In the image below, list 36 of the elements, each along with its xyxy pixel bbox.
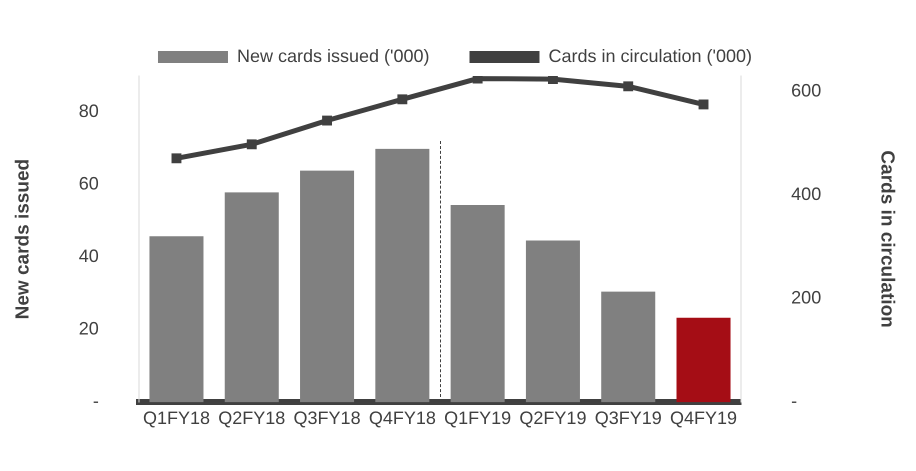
x-tick-label: Q1FY19 [444,408,512,428]
y-tick-label: 60 [78,174,99,194]
bar [526,240,580,402]
y-axis-title: New cards issued [12,158,34,320]
point [246,139,257,150]
point [698,100,708,110]
bar [149,236,204,402]
y2-axis-title: Cards in circulation [876,150,898,328]
x-tick-label: Q2FY19 [519,408,586,428]
bar [224,192,279,402]
point [322,116,332,126]
point [172,153,182,164]
x-tick-label: Q4FY19 [670,408,738,428]
bar [300,170,354,402]
bar [601,292,656,402]
point [548,76,558,84]
bar [676,318,731,402]
point [623,81,634,92]
x-tick-label: Q3FY18 [294,408,361,428]
x-tick-label: Q2FY18 [218,408,286,428]
y-tick-label: 80 [78,101,99,122]
legend-label: Cards in circulation ('000) [548,46,752,66]
bar [450,205,505,402]
y2-tick-label: 400 [791,184,822,204]
legend-label: New cards issued ('000) [236,46,430,66]
y2-tick-label: 600 [791,80,822,100]
y2-tick-label: - [791,391,798,412]
y-tick-label: 40 [78,246,99,266]
point [397,94,408,104]
y-tick-label: 20 [78,318,99,339]
x-tick-label: Q1FY18 [142,408,210,428]
bar [375,148,430,402]
y2-tick-label: 200 [791,288,822,308]
y-tick-label: - [92,391,99,412]
x-tick-label: Q4FY18 [368,408,436,428]
x-tick-label: Q3FY19 [594,408,662,428]
